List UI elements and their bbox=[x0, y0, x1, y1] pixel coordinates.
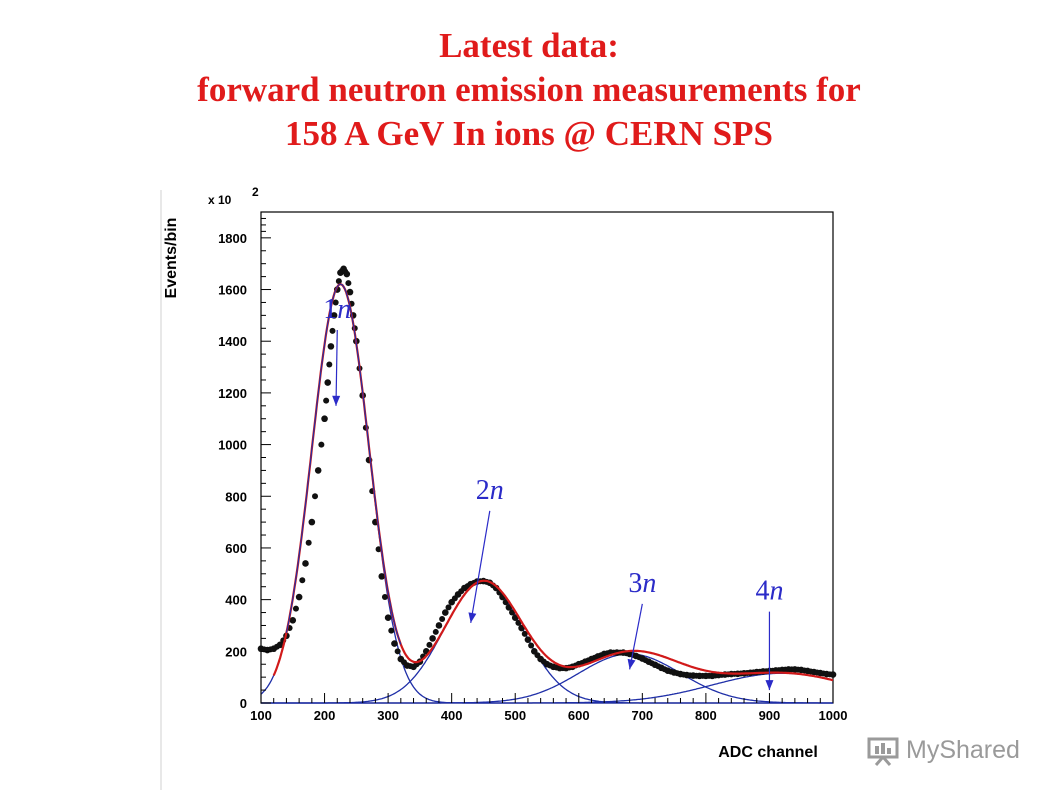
y-tick-label: 200 bbox=[225, 644, 247, 659]
data-point bbox=[524, 636, 532, 643]
data-point bbox=[429, 635, 436, 642]
y-tick-label: 600 bbox=[225, 541, 247, 556]
data-point bbox=[335, 278, 342, 285]
data-point bbox=[305, 539, 312, 546]
y-tick-label: 1600 bbox=[218, 283, 247, 298]
presentation-icon bbox=[867, 737, 899, 766]
data-point bbox=[330, 312, 338, 319]
x-tick-label: 900 bbox=[759, 708, 781, 723]
annotation-1n-arrow bbox=[335, 329, 338, 406]
data-point bbox=[384, 614, 392, 622]
data-point bbox=[289, 617, 297, 624]
annotation-3n-arrowhead bbox=[627, 658, 636, 670]
data-point bbox=[345, 280, 352, 287]
y-scale-note: x 10 bbox=[208, 193, 232, 207]
data-point bbox=[394, 648, 401, 655]
slide-title: Latest data: forward neutron emission me… bbox=[0, 24, 1058, 156]
y-scale-exponent: 2 bbox=[252, 185, 259, 199]
annotation-1n-arrowhead bbox=[332, 395, 341, 406]
x-tick-label: 200 bbox=[314, 708, 336, 723]
title-line-1: Latest data: bbox=[439, 26, 619, 65]
slide-divider bbox=[160, 190, 162, 790]
component-1n-curve bbox=[260, 283, 833, 704]
data-point bbox=[346, 288, 354, 296]
data-point bbox=[318, 441, 325, 448]
annotation-2n-arrowhead bbox=[468, 612, 477, 623]
data-point bbox=[292, 605, 299, 612]
data-point bbox=[528, 642, 535, 649]
data-point bbox=[829, 671, 837, 678]
data-point bbox=[442, 609, 449, 616]
title-line-3: 158 A GeV In ions @ CERN SPS bbox=[284, 114, 773, 153]
y-axis-title: Events/bin bbox=[163, 218, 180, 299]
data-point bbox=[509, 609, 516, 616]
x-tick-label: 800 bbox=[695, 708, 717, 723]
data-point bbox=[375, 546, 382, 553]
annotation-4n-arrowhead bbox=[765, 680, 774, 691]
data-point bbox=[381, 594, 388, 601]
data-point bbox=[302, 560, 309, 567]
y-tick-label: 0 bbox=[240, 696, 247, 711]
title-line-2: forward neutron emission measurements fo… bbox=[197, 70, 861, 109]
data-point bbox=[445, 604, 452, 611]
data-point bbox=[432, 628, 439, 635]
data-point bbox=[388, 627, 395, 634]
data-point bbox=[327, 343, 335, 350]
y-tick-label: 800 bbox=[225, 489, 247, 504]
data-point bbox=[312, 493, 319, 500]
watermark: MyShared bbox=[866, 730, 1020, 770]
annotation-1n-label: 1n bbox=[323, 294, 351, 325]
data-point bbox=[299, 577, 306, 584]
annotation-2n-label: 2n bbox=[476, 475, 504, 506]
y-tick-label: 1800 bbox=[218, 231, 247, 246]
annotation-3n-arrow bbox=[629, 603, 643, 670]
x-tick-label: 600 bbox=[568, 708, 590, 723]
component-2n-curve bbox=[261, 580, 833, 704]
data-point bbox=[332, 299, 339, 306]
y-tick-label: 400 bbox=[225, 593, 247, 608]
x-tick-label: 100 bbox=[250, 708, 272, 723]
data-point bbox=[321, 415, 328, 423]
data-point bbox=[378, 573, 386, 580]
x-axis-title: ADC channel bbox=[718, 744, 818, 761]
annotation-2n-arrow bbox=[470, 510, 491, 623]
plot-frame bbox=[260, 211, 834, 704]
component-4n-curve bbox=[261, 672, 834, 704]
data-point bbox=[439, 616, 446, 623]
watermark-text: MyShared bbox=[906, 735, 1020, 764]
data-point bbox=[323, 397, 330, 404]
data-point bbox=[391, 640, 398, 647]
peak-overlay-curve bbox=[285, 283, 402, 645]
x-tick-label: 700 bbox=[631, 708, 653, 723]
x-tick-label: 1000 bbox=[819, 708, 848, 723]
data-point bbox=[521, 630, 528, 637]
data-point bbox=[515, 619, 522, 626]
data-point bbox=[435, 622, 443, 629]
data-point bbox=[276, 641, 284, 649]
y-tick-label: 1000 bbox=[218, 438, 247, 453]
data-point bbox=[326, 361, 333, 368]
data-point bbox=[314, 467, 322, 474]
y-tick-label: 1200 bbox=[218, 386, 247, 401]
data-point bbox=[295, 593, 303, 601]
y-tick-label: 1400 bbox=[218, 334, 247, 349]
data-point bbox=[308, 518, 316, 526]
data-point bbox=[329, 327, 336, 334]
data-point bbox=[426, 641, 433, 648]
annotation-4n-label: 4n bbox=[755, 576, 783, 607]
annotation-3n-label: 3n bbox=[628, 568, 656, 599]
data-point bbox=[324, 379, 332, 386]
x-tick-label: 300 bbox=[377, 708, 399, 723]
x-tick-label: 500 bbox=[504, 708, 526, 723]
x-tick-label: 400 bbox=[441, 708, 463, 723]
data-point bbox=[343, 270, 351, 278]
